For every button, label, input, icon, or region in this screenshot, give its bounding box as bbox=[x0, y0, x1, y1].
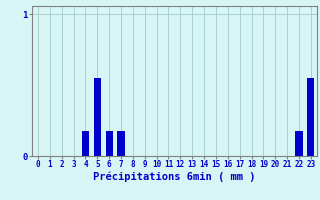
Bar bbox=[295, 131, 303, 156]
Bar bbox=[82, 131, 89, 156]
Bar bbox=[94, 78, 101, 156]
Bar bbox=[307, 78, 315, 156]
Bar bbox=[106, 131, 113, 156]
Bar bbox=[117, 131, 124, 156]
X-axis label: Précipitations 6min ( mm ): Précipitations 6min ( mm ) bbox=[93, 172, 256, 182]
